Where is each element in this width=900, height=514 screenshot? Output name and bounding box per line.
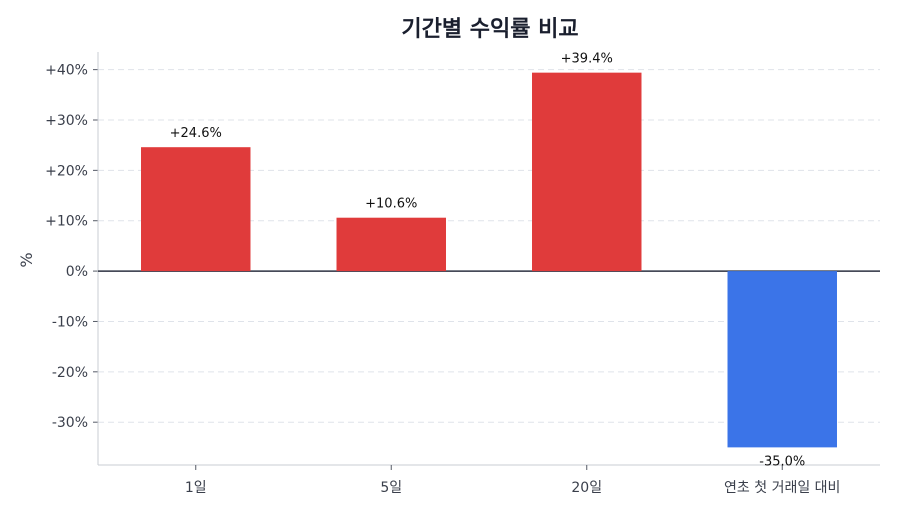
y-tick-label: -30% (52, 415, 88, 431)
y-axis-title: % (17, 252, 36, 267)
data-label: +10.6% (365, 197, 417, 212)
x-tick-label: 1일 (185, 480, 207, 496)
x-tick-label: 연초 첫 거래일 대비 (724, 480, 840, 496)
y-tick-label: -20% (52, 365, 88, 381)
y-tick-label: +30% (45, 113, 88, 129)
chart-title: 기간별 수익률 비교 (401, 17, 578, 42)
tick-labels: -30% -20% -10% 0% +10% +20% +30% +40% 1일 5일 20일 연초 … (45, 63, 840, 496)
y-tick-label: -10% (52, 314, 88, 330)
data-label: +24.6% (170, 126, 222, 141)
bar (727, 271, 837, 448)
y-tick-label: +40% (45, 63, 88, 79)
y-tick-label: 0% (66, 264, 88, 280)
bar (532, 72, 642, 272)
data-label: +39.4% (561, 52, 613, 67)
y-tick-label: +20% (45, 163, 88, 179)
bar (336, 217, 446, 272)
data-label: -35.0% (759, 454, 805, 469)
bar (141, 147, 251, 272)
bars (141, 72, 837, 448)
data-labels: +24.6% +10.6% +39.4% -35.0% (170, 52, 806, 470)
y-tick-label: +10% (45, 214, 88, 230)
x-tick-label: 5일 (380, 480, 402, 496)
x-tick-label: 20일 (571, 480, 602, 496)
